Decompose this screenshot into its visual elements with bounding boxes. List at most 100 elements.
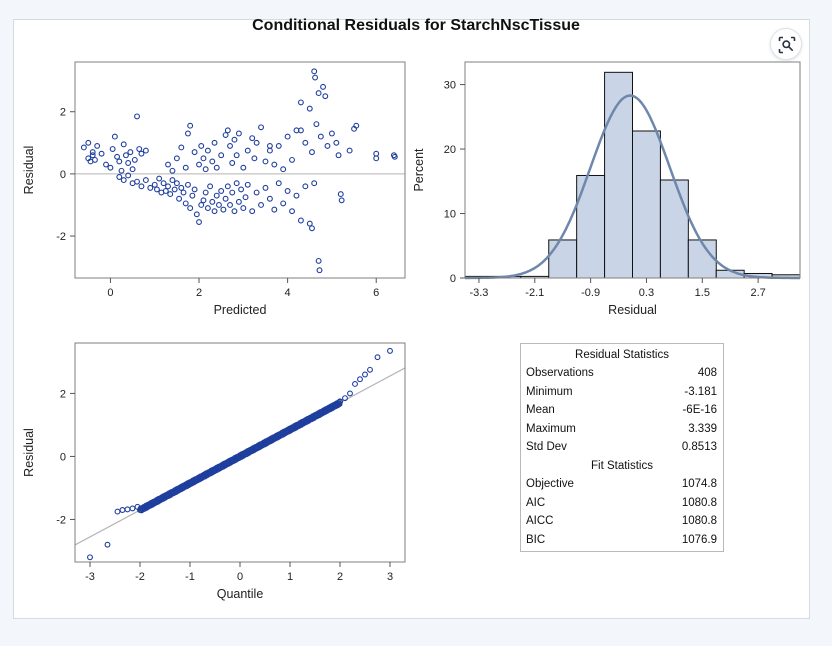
data-point: [266, 195, 273, 202]
stat-row-mean: Mean -6E-16: [521, 401, 723, 420]
stat-row-objective: Objective 1074.8: [521, 475, 723, 494]
chart-title: Conditional Residuals for StarchNscTissu…: [252, 17, 580, 34]
data-point: [213, 192, 220, 199]
data-point: [89, 152, 96, 159]
stat-label: BIC: [526, 533, 546, 546]
data-point: [165, 183, 171, 190]
data-point: [118, 167, 125, 174]
scatter-x-tick-label: 2: [196, 287, 202, 299]
hist-x-tick-label: -3.3: [469, 287, 488, 299]
data-point: [182, 200, 189, 207]
data-point: [176, 195, 183, 202]
histogram-bar: [687, 239, 717, 279]
stat-value: 1074.8: [681, 477, 717, 490]
data-point: [258, 124, 264, 131]
visual-search-button[interactable]: [770, 28, 802, 60]
data-point: [231, 208, 238, 215]
data-point: [235, 130, 242, 137]
histogram-bar: [659, 179, 689, 279]
stat-row-bic: BIC 1076.9: [521, 531, 723, 550]
data-point: [138, 183, 145, 190]
scatter-x-axis-label: Predicted: [214, 303, 267, 317]
data-point: [297, 217, 304, 224]
data-point: [266, 147, 273, 154]
data-point: [193, 211, 200, 218]
scatter-x-tick-label: 6: [373, 287, 379, 299]
data-point: [338, 197, 345, 204]
histogram-bar: [604, 71, 633, 279]
scatter-plot-frame: [74, 61, 406, 279]
data-point: [224, 127, 231, 134]
qq-point: [374, 354, 381, 361]
data-point: [284, 188, 291, 194]
data-point: [125, 172, 132, 179]
data-point: [80, 144, 87, 151]
data-point: [211, 208, 218, 215]
data-point: [315, 257, 322, 264]
data-point: [136, 146, 143, 152]
stat-row-minimum: Minimum -3.181: [521, 383, 723, 402]
data-point: [227, 202, 233, 208]
scatter-y-tick-label: -2: [56, 231, 66, 243]
data-point: [316, 267, 323, 274]
data-point: [275, 180, 282, 187]
data-point: [85, 139, 92, 146]
data-point: [266, 142, 273, 149]
qq-x-tick-label: 1: [287, 571, 293, 583]
data-point: [253, 189, 260, 196]
data-point: [302, 183, 309, 190]
data-point: [89, 149, 96, 156]
data-point: [222, 195, 229, 202]
normal-density-curve: [465, 94, 800, 280]
stat-row-observations: Observations 408: [521, 364, 723, 383]
data-point: [306, 105, 313, 112]
qq-point: [342, 395, 348, 402]
data-point: [162, 188, 169, 194]
data-point: [198, 142, 205, 149]
qq-y-axis-label: Residual: [22, 428, 36, 477]
hist-x-tick-label: -0.9: [581, 287, 600, 299]
data-point: [185, 181, 191, 188]
residual-statistics-heading: Residual Statistics: [575, 349, 669, 361]
data-point: [209, 158, 216, 165]
data-point: [204, 147, 211, 154]
qq-x-tick-label: 0: [237, 571, 243, 583]
hist-x-tick-label: 2.7: [750, 287, 765, 299]
qq-point: [347, 390, 353, 397]
data-point: [147, 184, 154, 191]
data-point: [258, 202, 264, 208]
data-point: [187, 205, 194, 212]
data-point: [134, 178, 140, 185]
data-point: [187, 122, 194, 129]
qq-x-tick-label: -1: [185, 571, 195, 583]
data-point: [131, 156, 138, 163]
stat-label: AIC: [526, 496, 546, 509]
qq-y-tick-label: -2: [56, 514, 66, 526]
histogram-bar: [548, 239, 578, 279]
qq-point: [87, 554, 93, 561]
data-point: [262, 158, 269, 165]
hist-x-tick-label: -2.1: [525, 287, 544, 299]
stat-label: Observations: [526, 367, 594, 379]
data-point: [218, 152, 225, 159]
data-point: [142, 147, 149, 154]
scatter-x-tick-label: 4: [285, 287, 291, 299]
data-point: [178, 144, 185, 151]
stat-row-maximum: Maximum 3.339: [521, 420, 723, 439]
data-point: [249, 135, 256, 142]
scatter-y-axis-label: Residual: [22, 146, 36, 195]
data-point: [297, 127, 304, 134]
data-point: [116, 158, 123, 165]
stat-value: -3.181: [684, 385, 717, 398]
qq-point: [134, 503, 141, 510]
data-point: [142, 177, 149, 184]
stat-value: 0.8513: [681, 441, 717, 454]
hist-y-tick-label: 20: [444, 144, 456, 156]
qq-point: [104, 541, 111, 548]
scatter-y-tick-label: 2: [60, 107, 66, 119]
data-point: [346, 147, 353, 154]
data-point: [317, 133, 324, 140]
data-point: [165, 161, 171, 168]
data-point: [209, 198, 216, 205]
